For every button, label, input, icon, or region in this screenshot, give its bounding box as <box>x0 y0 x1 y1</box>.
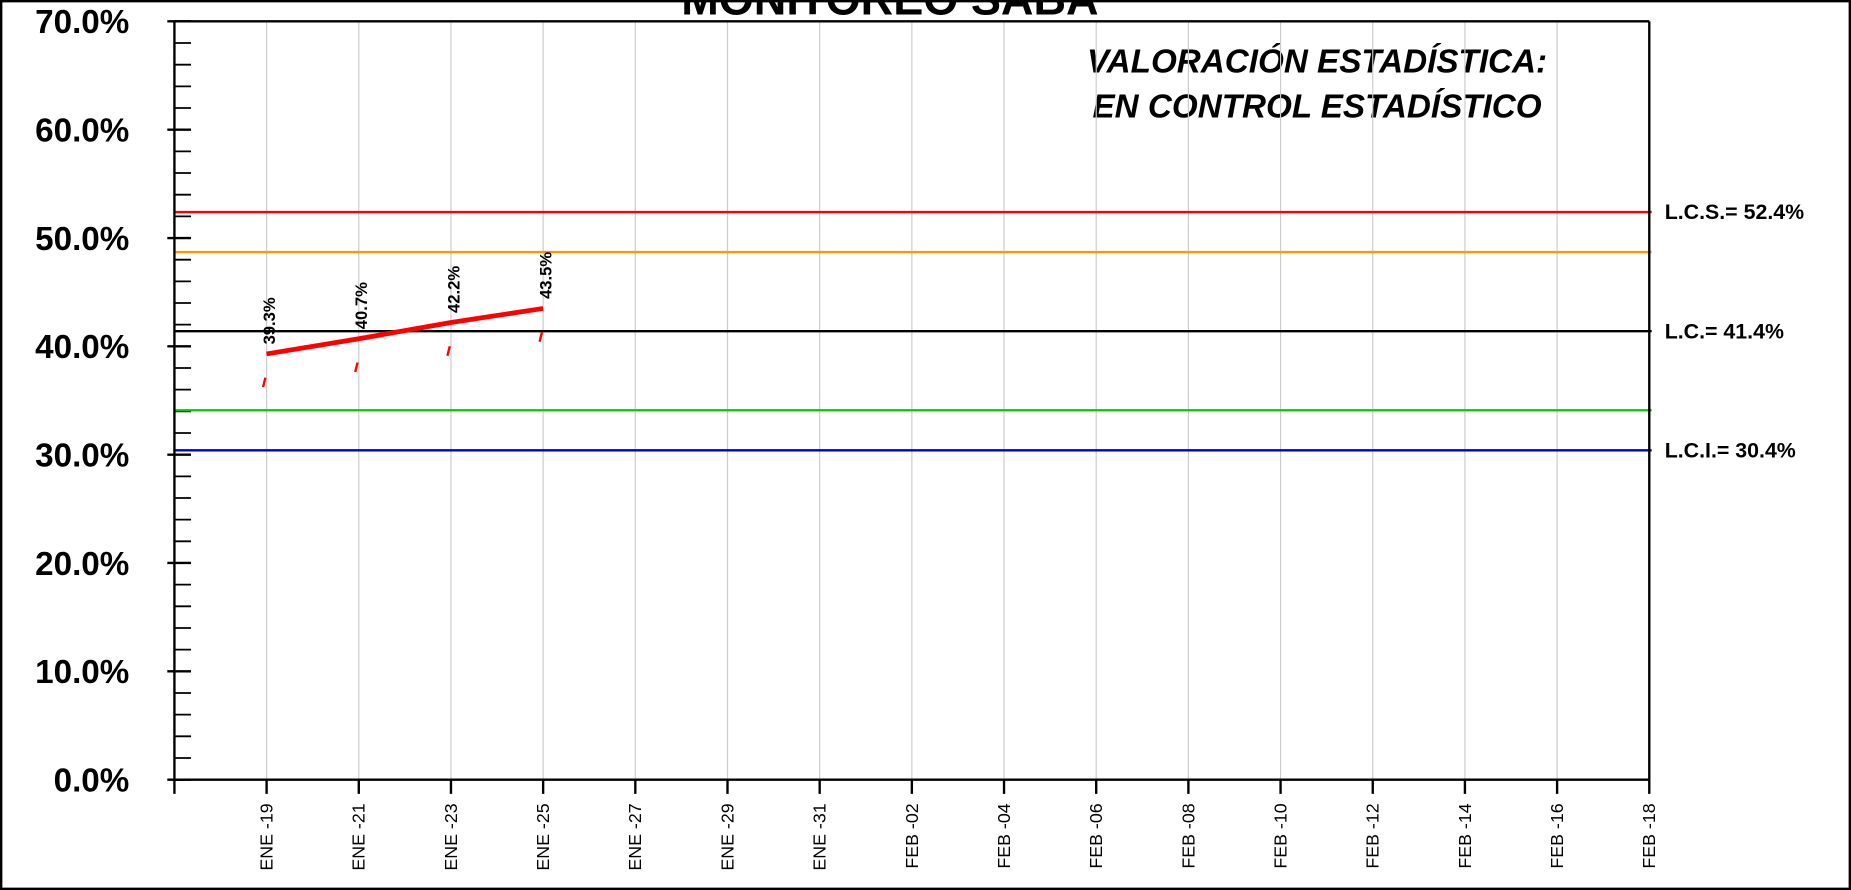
reference-label: L.C.I.= 30.4% <box>1665 438 1796 462</box>
y-tick-label: 20.0% <box>35 546 129 583</box>
x-tick-label: ENE -27 <box>625 803 645 870</box>
point-dash <box>354 362 359 373</box>
reference-label: L.C.= 41.4% <box>1665 319 1784 343</box>
point-dash <box>446 345 451 357</box>
x-tick-label: ENE -31 <box>810 803 830 870</box>
reference-label: L.C.S.= 52.4% <box>1665 200 1804 224</box>
x-tick-label: ENE -23 <box>441 803 461 870</box>
x-tick-label: FEB -08 <box>1178 803 1198 868</box>
annotation: VALORACIÓN ESTADÍSTICA: <box>1087 42 1547 80</box>
x-tick-label: FEB -18 <box>1639 803 1659 868</box>
data-label: 40.7% <box>352 282 371 329</box>
y-tick-label: 40.0% <box>35 329 129 366</box>
x-tick-label: FEB -02 <box>902 803 922 868</box>
y-tick-label: 0.0% <box>54 763 130 800</box>
x-tick-label: ENE -25 <box>533 803 553 870</box>
y-tick-label: 70.0% <box>35 4 129 41</box>
x-tick-label: FEB -14 <box>1455 803 1475 868</box>
point-dash <box>261 377 267 388</box>
x-tick-label: ENE -29 <box>717 803 737 870</box>
y-tick-label: 10.0% <box>35 654 129 691</box>
x-tick-label: ENE -19 <box>257 803 277 870</box>
y-tick-label: 60.0% <box>35 113 129 150</box>
x-tick-label: FEB -10 <box>1271 803 1291 868</box>
x-tick-label: ENE -21 <box>349 803 369 870</box>
data-label: 39.3% <box>260 297 279 344</box>
x-tick-label: FEB -16 <box>1547 803 1567 868</box>
data-label: 42.2% <box>444 266 463 313</box>
y-tick-label: 30.0% <box>35 438 129 475</box>
data-line <box>266 306 544 357</box>
point-dash <box>538 331 544 342</box>
annotation: EN CONTROL ESTADÍSTICO <box>1093 87 1542 125</box>
x-tick-label: FEB -06 <box>1086 803 1106 868</box>
data-label: 43.5% <box>536 252 555 299</box>
x-tick-label: FEB -12 <box>1363 803 1383 868</box>
x-tick-label: FEB -04 <box>994 803 1014 868</box>
y-tick-label: 50.0% <box>35 221 129 258</box>
